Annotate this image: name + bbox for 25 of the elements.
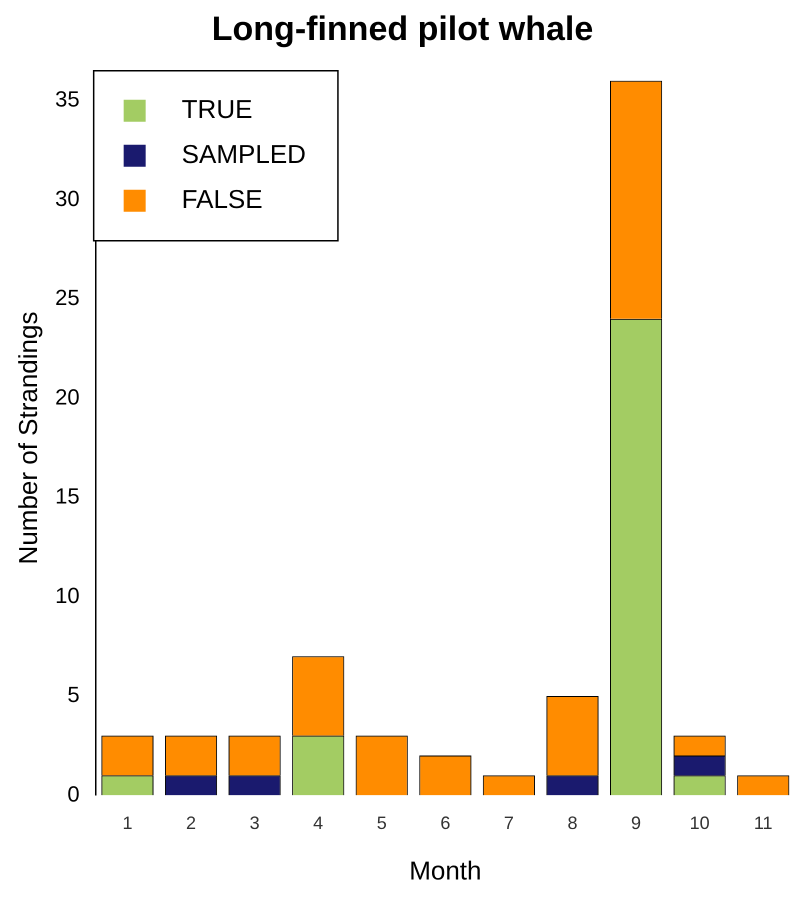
x-tick-label: 3 xyxy=(250,812,260,833)
x-tick-label: 6 xyxy=(440,812,450,833)
y-tick-label: 25 xyxy=(55,285,80,310)
chart-title: Long-finned pilot whale xyxy=(212,10,594,48)
legend-label: SAMPLED xyxy=(182,138,306,169)
y-tick-label: 30 xyxy=(55,186,80,211)
x-tick-label: 9 xyxy=(631,812,642,833)
y-tick-label: 35 xyxy=(55,86,80,112)
x-tick-label: 4 xyxy=(313,812,324,833)
legend-label: TRUE xyxy=(182,94,252,124)
x-tick-label: 2 xyxy=(186,812,196,833)
x-tick-label: 1 xyxy=(122,812,132,833)
y-tick-label: 5 xyxy=(67,682,80,708)
y-tick-label: 20 xyxy=(55,384,80,410)
x-axis-title: Month xyxy=(409,856,482,886)
x-tick-label: 8 xyxy=(567,812,578,833)
y-axis-title: Number of Strandings xyxy=(12,312,43,564)
y-tick-label: 10 xyxy=(55,582,80,608)
x-tick-label: 5 xyxy=(376,812,387,833)
y-tick-label: 0 xyxy=(67,781,80,806)
legend-label: FALSE xyxy=(182,184,263,214)
x-tick-label: 7 xyxy=(504,812,514,833)
x-tick-label: 10 xyxy=(690,812,710,833)
x-tick-label: 11 xyxy=(754,812,773,833)
y-tick-label: 15 xyxy=(55,484,80,509)
